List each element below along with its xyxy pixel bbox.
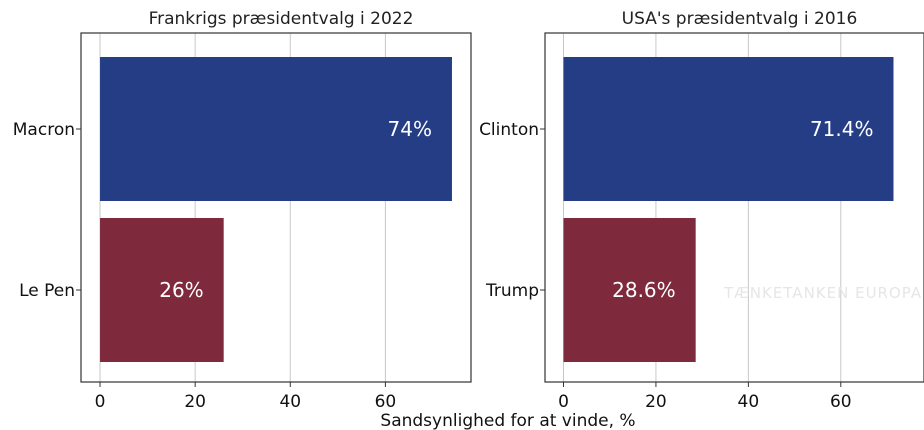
plot-frame: [544, 32, 924, 383]
x-tick-label: 0: [558, 392, 569, 412]
watermark-text: TÆNKETANKEN EUROPA: [723, 284, 922, 302]
category-label: Macron: [13, 120, 75, 140]
category-label: Clinton: [479, 120, 539, 140]
x-tick-label: 40: [279, 392, 301, 412]
x-tick-label: 20: [645, 392, 667, 412]
x-tick-label: 60: [830, 392, 852, 412]
bar-value-label: 26%: [159, 278, 203, 302]
category-label: Trump: [485, 281, 539, 301]
x-tick-label: 40: [738, 392, 760, 412]
bar-value-label: 74%: [388, 117, 432, 141]
bar-clinton: [563, 57, 894, 201]
bar-trump: [563, 218, 696, 362]
x-tick-label: 60: [375, 392, 397, 412]
chart-title-france: Frankrigs præsidentvalg i 2022: [149, 9, 414, 29]
bar-value-label: 71.4%: [810, 117, 874, 141]
x-tick-label: 0: [95, 392, 106, 412]
bar-le-pen: [100, 218, 224, 362]
chart-panel-france: 74% Macron 26% Le Pen 0 20 40 60 Frankrigs præsi…: [13, 9, 472, 412]
x-tick-label: 20: [184, 392, 206, 412]
chart-panel-usa: 71.4% Clinton 28.6% Trump 0 20 40 60 USA's præsi…: [479, 9, 924, 412]
plot-frame: [80, 32, 472, 383]
bar-value-label: 28.6%: [612, 278, 676, 302]
category-label: Le Pen: [19, 281, 75, 301]
chart-title-usa: USA's præsidentvalg i 2016: [622, 9, 858, 29]
bar-macron: [100, 57, 452, 201]
x-axis-label: Sandsynlighed for at vinde, %: [380, 411, 635, 430]
